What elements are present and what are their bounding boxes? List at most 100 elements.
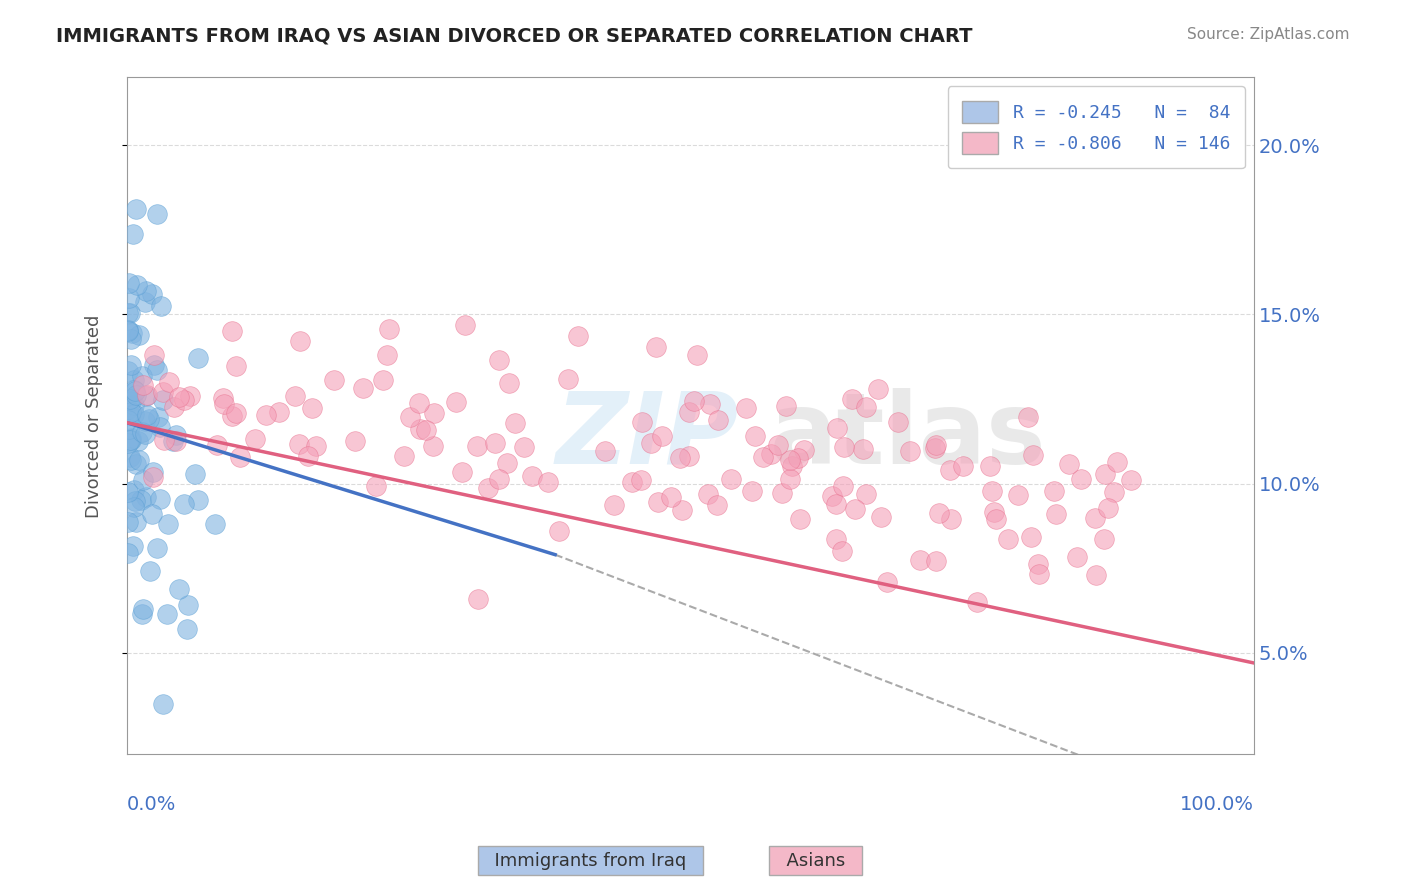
Point xyxy=(409,422,432,436)
Point xyxy=(125,458,148,472)
Text: Immigrants from Iraq: Immigrants from Iraq xyxy=(484,852,697,870)
Point xyxy=(117,413,139,427)
Point xyxy=(120,409,142,423)
Point xyxy=(165,434,187,448)
Point xyxy=(135,408,157,422)
Point xyxy=(146,541,169,555)
Point xyxy=(603,498,626,512)
Point xyxy=(744,429,766,443)
Point xyxy=(1070,471,1092,485)
Point xyxy=(301,401,323,415)
Point xyxy=(117,306,139,320)
Point xyxy=(786,451,808,466)
Point xyxy=(1057,457,1080,471)
Point xyxy=(124,383,146,397)
Point xyxy=(831,478,853,492)
Point xyxy=(939,512,962,526)
Point xyxy=(1066,549,1088,564)
Point xyxy=(1043,483,1066,498)
Point xyxy=(122,483,145,498)
Point xyxy=(117,401,139,416)
Point xyxy=(118,277,141,291)
Point xyxy=(375,348,398,362)
Point xyxy=(841,392,863,406)
Point xyxy=(134,414,156,428)
Point xyxy=(179,389,201,403)
Point xyxy=(496,456,519,470)
Point xyxy=(117,325,139,339)
Point xyxy=(156,607,179,621)
Point xyxy=(125,278,148,293)
Point xyxy=(831,544,853,558)
Point xyxy=(167,582,190,596)
Point xyxy=(513,440,536,454)
Point xyxy=(630,473,652,487)
Point xyxy=(548,524,571,539)
Point xyxy=(117,546,139,560)
Point xyxy=(128,327,150,342)
Point xyxy=(187,493,209,508)
Point xyxy=(141,507,163,521)
Point xyxy=(167,390,190,404)
Point xyxy=(141,286,163,301)
Point xyxy=(488,352,510,367)
Point xyxy=(120,433,142,447)
Point xyxy=(132,378,155,392)
Point xyxy=(952,458,974,473)
Point xyxy=(120,306,142,320)
Point xyxy=(152,697,174,711)
Point xyxy=(124,384,146,398)
Point xyxy=(120,332,142,346)
Point xyxy=(735,401,758,415)
Point xyxy=(966,595,988,609)
Point xyxy=(225,407,247,421)
Point xyxy=(120,358,142,372)
Text: 0.0%: 0.0% xyxy=(127,795,176,814)
Point xyxy=(651,429,673,443)
Point xyxy=(117,485,139,500)
Point xyxy=(211,391,233,405)
Text: IMMIGRANTS FROM IRAQ VS ASIAN DIVORCED OR SEPARATED CORRELATION CHART: IMMIGRANTS FROM IRAQ VS ASIAN DIVORCED O… xyxy=(56,27,973,45)
Point xyxy=(467,592,489,607)
Point xyxy=(243,432,266,446)
Point xyxy=(453,318,475,332)
Point xyxy=(451,465,474,479)
Point xyxy=(484,435,506,450)
Point xyxy=(855,400,877,414)
Point xyxy=(766,438,789,452)
Point xyxy=(669,450,692,465)
Point xyxy=(290,334,312,348)
Point xyxy=(129,492,152,507)
Point xyxy=(408,396,430,410)
Point xyxy=(343,434,366,448)
Point xyxy=(821,489,844,503)
Point xyxy=(176,622,198,636)
Point xyxy=(152,384,174,399)
Point xyxy=(844,501,866,516)
Point xyxy=(465,439,488,453)
Point xyxy=(870,510,893,524)
Point xyxy=(671,503,693,517)
Point xyxy=(125,388,148,402)
Point xyxy=(146,362,169,376)
Point xyxy=(832,440,855,454)
Point xyxy=(780,459,803,474)
Point xyxy=(124,494,146,508)
Point xyxy=(1022,448,1045,462)
Point xyxy=(122,373,145,387)
Point xyxy=(980,483,1002,498)
Point xyxy=(120,431,142,445)
Point xyxy=(855,486,877,500)
Point xyxy=(117,323,139,337)
Point xyxy=(631,415,654,429)
Point xyxy=(352,381,374,395)
Point xyxy=(378,322,401,336)
Point xyxy=(136,388,159,402)
Point xyxy=(117,435,139,450)
Point xyxy=(1084,511,1107,525)
Point xyxy=(979,458,1001,473)
Point xyxy=(204,516,226,531)
Point xyxy=(522,469,544,483)
Point xyxy=(128,453,150,467)
Point xyxy=(1028,567,1050,582)
